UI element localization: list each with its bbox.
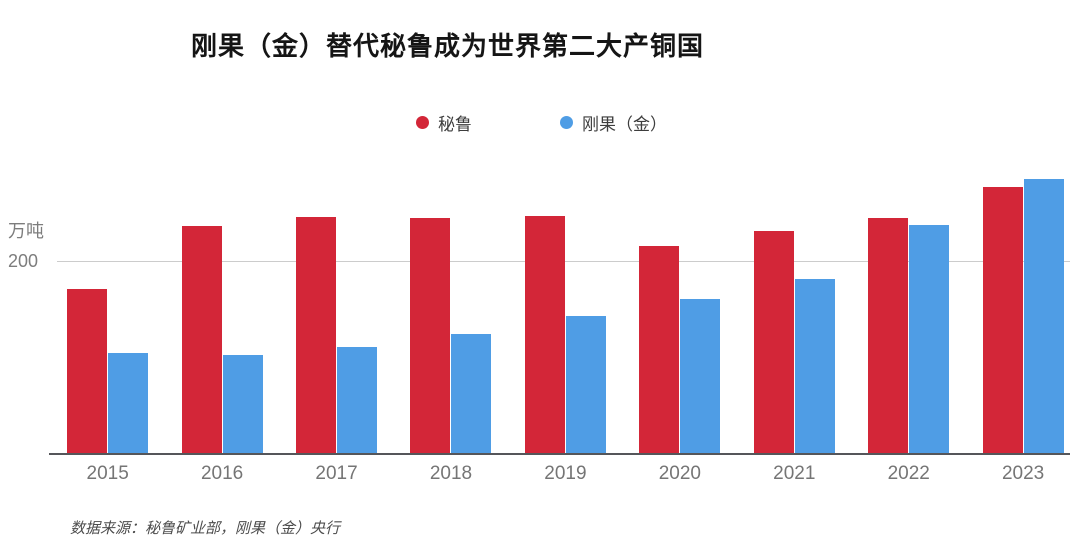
x-axis-tick-2016: 2016	[200, 463, 244, 484]
bar-congo-2019	[565, 315, 606, 453]
legend-label-peru: 秘鲁	[438, 115, 472, 134]
legend-label-congo: 刚果（金）	[582, 115, 667, 134]
peru-legend-dot-icon	[416, 116, 429, 129]
x-axis-tick-2021: 2021	[773, 463, 816, 484]
chart-title: 刚果（金）替代秘鲁成为世界第二大产铜国	[190, 31, 704, 61]
bar-peru-2020	[639, 245, 680, 453]
bar-congo-2021	[794, 279, 835, 453]
legend: 秘鲁 刚果（金）	[416, 110, 667, 135]
bar-peru-2015	[67, 288, 108, 453]
bar-congo-2015	[108, 352, 149, 453]
bar-peru-2018	[410, 217, 451, 453]
x-axis-tick-2020: 2020	[658, 463, 701, 484]
bar-peru-2021	[753, 231, 794, 453]
source-note: 数据来源：秘鲁矿业部，刚果（金）央行	[70, 521, 341, 537]
bar-congo-2017	[337, 346, 378, 453]
bar-congo-2022	[909, 225, 950, 453]
bar-peru-2022	[868, 217, 909, 453]
bar-congo-2023	[1023, 178, 1064, 453]
bar-peru-2019	[524, 215, 565, 453]
x-axis-tick-2018: 2018	[429, 463, 473, 484]
x-axis-labels: 2015 2016 2017 2018 2019 2020 2021 2022 2023	[0, 463, 1080, 487]
bar-congo-2016	[222, 354, 263, 453]
y-axis-unit-label: 万吨	[8, 221, 44, 241]
bar-peru-2017	[296, 216, 337, 453]
x-axis-tick-2015: 2015	[86, 463, 129, 484]
legend-item-peru: 秘鲁	[416, 110, 472, 135]
bar-congo-2018	[451, 334, 492, 453]
congo-legend-dot-icon	[560, 116, 573, 129]
x-axis-tick-2017: 2017	[315, 463, 358, 484]
x-axis-tick-2023: 2023	[1001, 463, 1045, 484]
x-axis-tick-2019: 2019	[544, 463, 587, 484]
bar-peru-2023	[982, 186, 1023, 453]
bar-peru-2016	[181, 226, 222, 453]
legend-item-congo: 刚果（金）	[560, 110, 667, 135]
bar-congo-2020	[680, 298, 721, 453]
x-axis-tick-2022: 2022	[887, 463, 930, 484]
y-axis-tick-label: 200	[8, 251, 39, 271]
x-axis-line	[49, 453, 1070, 455]
